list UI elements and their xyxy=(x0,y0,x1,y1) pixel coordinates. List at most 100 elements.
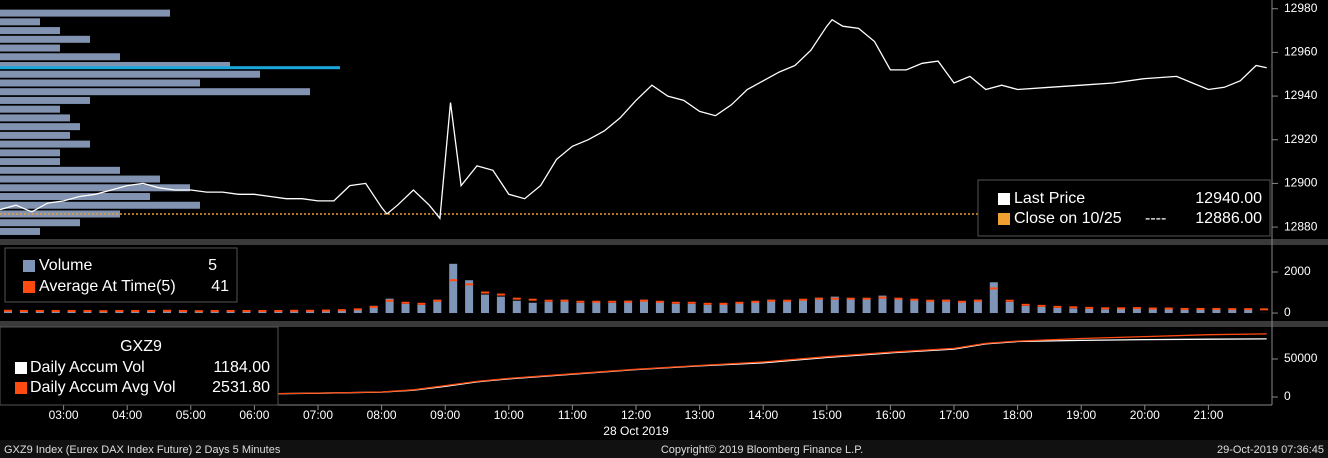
volume-bar xyxy=(258,310,267,314)
legend-swatch xyxy=(15,362,27,374)
volume-bar xyxy=(163,310,171,314)
volume-bar xyxy=(894,298,903,314)
profile-bar xyxy=(0,79,200,87)
x-tick-label: 11:00 xyxy=(558,408,587,422)
profile-bar xyxy=(0,62,230,70)
profile-bar xyxy=(0,149,60,157)
volume-bar xyxy=(973,299,982,314)
x-tick-label: 12:00 xyxy=(621,408,651,422)
profile-bar xyxy=(0,219,80,227)
legend-label: Volume xyxy=(39,257,92,274)
legend-swatch xyxy=(998,193,1010,205)
volume-bar xyxy=(4,310,12,314)
volume-bar xyxy=(1132,308,1141,314)
legend-label: Close on 10/25 xyxy=(1014,210,1122,227)
legend-value: 12886.00 xyxy=(1195,210,1262,227)
legend-value: 1184.00 xyxy=(213,359,270,376)
x-date-label: 28 Oct 2019 xyxy=(603,424,669,438)
profile-bar xyxy=(0,227,40,235)
volume-bar xyxy=(814,297,823,314)
series-line xyxy=(0,18,1267,220)
volume-bar xyxy=(528,302,537,314)
profile-bar xyxy=(0,70,260,78)
volume-bar xyxy=(608,302,617,314)
volume-bar xyxy=(1117,308,1125,314)
volume-bar xyxy=(512,300,521,314)
volume-bar xyxy=(353,308,362,314)
volume-bar xyxy=(862,298,871,314)
x-tick-label: 15:00 xyxy=(812,408,842,422)
volume-bar xyxy=(576,302,585,314)
volume-bar xyxy=(624,300,633,314)
volume-bar xyxy=(274,311,283,314)
volume-bar xyxy=(1037,306,1046,314)
volume-bar xyxy=(178,311,187,314)
profile-bar xyxy=(0,88,310,96)
volume-bar xyxy=(703,304,712,314)
volume-bar xyxy=(1069,308,1078,314)
profile-bar xyxy=(0,35,90,43)
y-tick-label: 12940 xyxy=(1284,88,1318,102)
volume-bar xyxy=(1053,307,1062,314)
x-tick-label: 04:00 xyxy=(112,408,142,422)
volume-bar xyxy=(99,311,108,314)
panel-divider xyxy=(0,321,1328,327)
volume-bar xyxy=(687,303,696,314)
volume-bar xyxy=(846,298,855,314)
legend-label: Daily Accum Vol xyxy=(30,359,145,376)
y-tick-label: 12900 xyxy=(1284,176,1318,190)
volume-bar xyxy=(942,299,951,314)
volume-bar xyxy=(115,310,124,314)
y-tick-label: 12880 xyxy=(1284,219,1318,233)
volume-bar xyxy=(671,303,680,314)
profile-bar xyxy=(0,18,40,26)
volume-bar xyxy=(958,301,966,314)
profile-bar xyxy=(0,184,190,192)
profile-bar xyxy=(0,131,70,139)
volume-bar xyxy=(337,309,346,314)
volume-bar xyxy=(1180,309,1189,314)
volume-bar xyxy=(1164,308,1173,314)
legend-value: 2531.80 xyxy=(212,379,270,396)
profile-bar xyxy=(0,53,120,61)
volume-bar xyxy=(1244,309,1253,314)
volume-bar xyxy=(433,299,442,314)
x-tick-label: 03:00 xyxy=(49,408,79,422)
legend-value: 41 xyxy=(211,278,229,295)
profile-bar xyxy=(0,123,80,131)
legend-value: 5 xyxy=(208,257,217,274)
y-tick-label: 2000 xyxy=(1284,264,1311,278)
volume-bar xyxy=(560,299,569,314)
volume-bar xyxy=(926,300,935,314)
volume-bar xyxy=(830,296,839,314)
y-tick-label: 12980 xyxy=(1284,1,1318,15)
x-tick-label: 10:00 xyxy=(494,408,524,422)
volume-bar xyxy=(481,294,489,314)
volume-bar xyxy=(35,310,44,314)
y-tick-label: 50000 xyxy=(1284,351,1318,365)
volume-bar xyxy=(306,310,315,314)
legend-title: GXZ9 xyxy=(120,338,162,355)
volume-bar xyxy=(1085,308,1094,314)
profile-bar xyxy=(0,140,90,148)
volume-bar xyxy=(1148,309,1157,314)
volume-bar xyxy=(1196,309,1205,314)
volume-bar xyxy=(799,299,807,314)
y-tick-label: 0 xyxy=(1284,389,1291,403)
volume-bar xyxy=(417,304,426,314)
profile-bar xyxy=(0,96,90,104)
x-tick-label: 20:00 xyxy=(1130,408,1160,422)
volume-bar xyxy=(290,310,299,314)
volume-bar xyxy=(147,310,156,314)
volume-bar xyxy=(735,302,744,314)
profile-bar xyxy=(0,44,60,52)
volume-bar xyxy=(783,300,792,314)
y-tick-label: 12960 xyxy=(1284,45,1318,59)
profile-highlight xyxy=(0,66,340,70)
profile-bar xyxy=(0,27,60,35)
volume-bar xyxy=(131,311,140,314)
footer-center: Copyright© 2019 Bloomberg Finance L.P. xyxy=(661,444,863,456)
volume-bar xyxy=(655,301,664,314)
volume-bar xyxy=(194,311,203,314)
